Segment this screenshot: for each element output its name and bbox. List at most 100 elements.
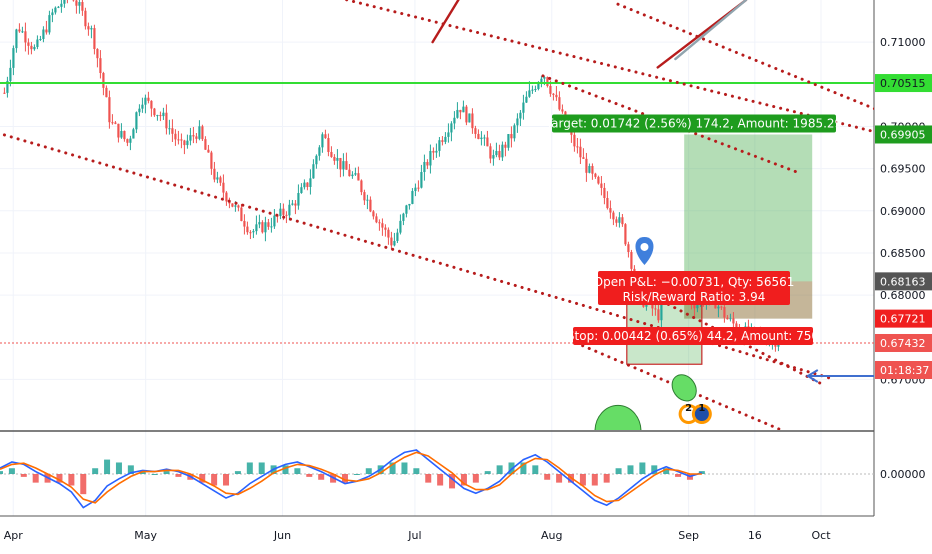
histogram-bar: [532, 465, 538, 474]
candle-body: [489, 146, 491, 158]
histogram-bar: [68, 474, 74, 486]
candle-body: [168, 128, 170, 129]
candle-body: [222, 183, 224, 193]
candle-body: [627, 244, 629, 252]
candle-body: [414, 188, 416, 191]
candle-body: [606, 198, 608, 208]
histogram-bar: [306, 474, 312, 477]
candle-body: [618, 217, 620, 223]
candle-body: [267, 222, 269, 227]
candle-body: [204, 139, 206, 150]
candle-body: [378, 222, 380, 223]
histogram-bar: [425, 474, 431, 483]
histogram-bar: [175, 474, 181, 477]
candle-body: [90, 28, 92, 29]
candle-body: [657, 309, 659, 320]
candle-body: [552, 94, 554, 95]
candle-body: [471, 113, 473, 128]
candle-body: [198, 126, 200, 139]
histogram-bar: [294, 468, 300, 474]
candle-body: [468, 113, 470, 122]
target-label-text: Target: 0.01742 (2.56%) 174.2, Amount: 1…: [545, 116, 842, 130]
candle-body: [732, 318, 734, 323]
candle-body: [534, 89, 536, 90]
candle-body: [372, 211, 374, 216]
time-tick-label: 16: [748, 529, 762, 542]
candle-body: [405, 205, 407, 213]
candle-body: [312, 164, 314, 178]
event-count: 1: [698, 403, 705, 414]
candle-body: [33, 47, 35, 49]
candle-body: [447, 132, 449, 136]
candle-body: [543, 77, 545, 79]
candle-body: [99, 58, 101, 73]
candle-body: [504, 145, 506, 148]
candle-body: [621, 217, 623, 224]
stop-label[interactable]: Stop: 0.00442 (0.65%) 44.2, Amount: 750: [567, 327, 819, 345]
candle-body: [156, 115, 158, 116]
candle-body: [558, 97, 560, 109]
candle-body: [261, 222, 263, 232]
candle-body: [354, 173, 356, 174]
candle-body: [351, 175, 353, 176]
candle-body: [252, 231, 254, 232]
target-label[interactable]: Target: 0.01742 (2.56%) 174.2, Amount: 1…: [545, 114, 842, 132]
time-tick-label: Jun: [273, 529, 291, 542]
candle-body: [339, 158, 341, 169]
candle-body: [270, 226, 272, 227]
candle-body: [369, 200, 371, 212]
candle-body: [525, 97, 527, 103]
histogram-bar: [235, 471, 241, 474]
candle-body: [366, 200, 368, 201]
candle-body: [318, 147, 320, 155]
candle-body: [231, 203, 233, 206]
price-badge: 0.67432: [875, 334, 932, 352]
candle-body: [294, 204, 296, 206]
candle-body: [39, 39, 41, 40]
event-count: 2: [685, 403, 692, 414]
candle-body: [12, 48, 14, 68]
candle-body: [423, 162, 425, 172]
candle: [132, 128, 134, 139]
oscillator-tick-label: 0.00000: [880, 468, 926, 481]
candle-body: [57, 7, 59, 8]
price-badge: 0.68163: [875, 272, 932, 290]
candle-body: [51, 12, 53, 15]
candle: [468, 113, 470, 122]
candle-body: [591, 166, 593, 174]
candle-body: [474, 128, 476, 134]
candle-body: [189, 135, 191, 141]
candle-body: [324, 134, 326, 138]
candle-body: [303, 183, 305, 188]
candle-body: [132, 129, 134, 138]
candle-body: [420, 172, 422, 188]
candle-body: [609, 208, 611, 212]
candle-body: [453, 118, 455, 124]
candle-body: [429, 151, 431, 166]
candle-body: [330, 152, 332, 157]
candle-body: [375, 216, 377, 222]
candle-body: [555, 95, 557, 97]
candle-body: [456, 110, 458, 118]
candle-body: [432, 151, 434, 153]
candle-body: [81, 2, 83, 11]
histogram-bar: [104, 460, 110, 474]
candle-body: [186, 141, 188, 145]
candle-body: [60, 4, 62, 7]
candle-body: [411, 191, 413, 204]
countdown-label: 01:18:37: [880, 364, 929, 377]
price-badge: 0.69905: [875, 125, 932, 143]
histogram-bar: [437, 474, 443, 486]
candle-body: [75, 0, 77, 5]
candle: [465, 105, 467, 125]
candle-body: [195, 136, 197, 138]
candle-body: [483, 137, 485, 138]
candle-body: [333, 157, 335, 161]
candle: [261, 220, 263, 233]
candle-body: [477, 134, 479, 139]
open-pl-label[interactable]: Open P&L: −0.00731, Qty: 56561Risk/Rewar…: [594, 271, 795, 305]
candle-body: [174, 134, 176, 140]
candle-body: [30, 46, 32, 49]
candle-body: [108, 97, 110, 122]
